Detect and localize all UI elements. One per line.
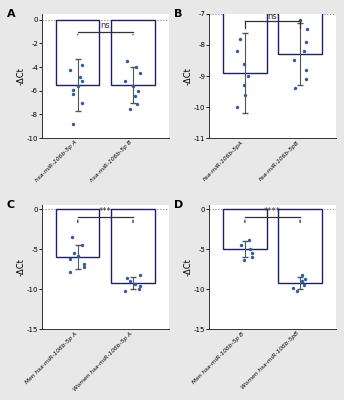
Point [299, 272, 305, 278]
Point [304, 67, 309, 73]
Point [294, 288, 300, 294]
Point [301, 282, 307, 288]
Point [70, 121, 75, 127]
Point [68, 268, 73, 275]
Y-axis label: -ΔCt: -ΔCt [16, 258, 25, 276]
Point [125, 275, 130, 282]
Text: ****: **** [264, 207, 281, 216]
Bar [111, 20, 155, 85]
Point [79, 100, 85, 106]
Point [304, 26, 310, 33]
Text: B: B [174, 9, 182, 19]
Point [77, 74, 83, 80]
Point [124, 58, 129, 64]
Point [301, 48, 307, 54]
Point [71, 86, 76, 93]
Bar [56, 20, 99, 85]
Y-axis label: -ΔCt: -ΔCt [183, 67, 192, 85]
Point [238, 242, 244, 248]
Point [82, 260, 87, 267]
Point [303, 76, 309, 82]
Point [132, 92, 138, 99]
Point [127, 105, 132, 112]
Point [241, 256, 247, 263]
Point [138, 272, 143, 278]
Point [79, 78, 85, 84]
Point [247, 246, 253, 252]
Point [130, 83, 136, 89]
Text: ***: *** [99, 207, 112, 216]
Bar [278, 209, 322, 283]
Point [134, 100, 139, 107]
Bar [56, 209, 99, 257]
Point [237, 36, 243, 42]
Point [69, 234, 75, 240]
Text: ns: ns [268, 12, 277, 21]
Point [127, 278, 132, 285]
Point [242, 92, 247, 98]
Point [303, 39, 309, 45]
Point [235, 104, 240, 110]
Point [241, 82, 246, 88]
Point [122, 78, 128, 84]
Point [241, 60, 247, 67]
Bar [223, 209, 267, 249]
Point [297, 17, 303, 23]
Point [79, 62, 85, 68]
Point [235, 48, 240, 54]
Point [122, 288, 128, 294]
Point [292, 85, 298, 92]
Point [137, 70, 143, 76]
Text: A: A [7, 9, 15, 19]
Bar [278, 0, 322, 54]
Point [137, 283, 143, 290]
Bar [111, 209, 155, 283]
Y-axis label: -ΔCt: -ΔCt [183, 258, 192, 276]
Point [67, 66, 73, 73]
Point [70, 91, 76, 98]
Point [67, 256, 73, 262]
Point [133, 64, 139, 70]
Point [300, 278, 305, 285]
Point [76, 252, 81, 259]
Text: C: C [7, 200, 15, 210]
Text: ns: ns [100, 22, 110, 30]
Point [75, 83, 80, 89]
Point [291, 57, 297, 64]
Bar [223, 0, 267, 73]
Point [81, 264, 87, 270]
Point [290, 285, 295, 291]
Point [302, 276, 307, 282]
Text: D: D [174, 200, 183, 210]
Point [79, 242, 84, 248]
Point [135, 88, 141, 94]
Point [246, 73, 251, 79]
Point [132, 281, 138, 287]
Point [249, 249, 255, 256]
Point [250, 253, 255, 260]
Point [71, 250, 77, 256]
Point [247, 236, 252, 243]
Point [136, 286, 141, 292]
Y-axis label: -ΔCt: -ΔCt [16, 67, 25, 85]
